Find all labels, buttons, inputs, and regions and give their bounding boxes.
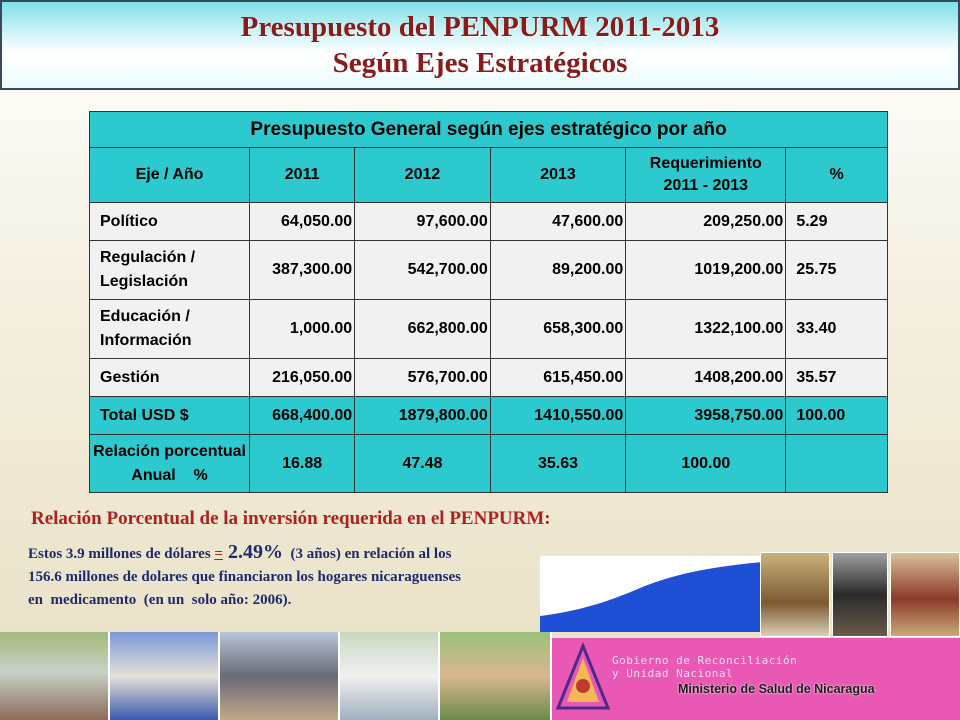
cell-requerimiento: 1408,200.00 bbox=[625, 358, 787, 397]
row-label-line2: Información bbox=[100, 332, 192, 349]
cell-requerimiento: 1019,200.00 bbox=[625, 240, 787, 300]
cell-2013: 47,600.00 bbox=[489, 202, 627, 241]
cell-percent: 5.29 bbox=[785, 202, 888, 241]
relation-label-line1: Relación porcentual bbox=[93, 442, 246, 460]
equals-sign: = bbox=[214, 546, 223, 562]
total-requerimiento: 3958,750.00 bbox=[625, 396, 787, 435]
row-label-line1: Regulación / bbox=[100, 249, 196, 266]
relation-line-3: en medicamento (en un solo año: 2006). bbox=[28, 592, 292, 608]
portraits-image bbox=[760, 552, 960, 637]
government-line-2: y Unidad Nacional bbox=[612, 667, 734, 680]
total-2012: 1879,800.00 bbox=[354, 396, 491, 435]
cell-2012: 576,700.00 bbox=[354, 358, 491, 397]
row-label: Regulación / Legislación bbox=[88, 240, 251, 300]
cell-requerimiento: 209,250.00 bbox=[625, 202, 787, 241]
header-requerimiento-line1: Requerimiento bbox=[649, 155, 762, 172]
growth-chart-image bbox=[540, 556, 762, 632]
header-2011: 2011 bbox=[249, 147, 356, 203]
table-caption: Presupuesto General según ejes estratégi… bbox=[89, 111, 888, 148]
government-line-1: Gobierno de Reconciliación bbox=[612, 654, 798, 667]
total-label: Total USD $ bbox=[88, 396, 251, 435]
budget-table: Presupuesto General según ejes estratégi… bbox=[88, 111, 888, 493]
row-label: Político bbox=[88, 202, 251, 241]
title-banner: Presupuesto del PENPURM 2011-2013 Según … bbox=[0, 0, 960, 90]
cell-2011: 216,050.00 bbox=[249, 358, 356, 397]
cell-percent: 35.57 bbox=[785, 358, 888, 397]
total-2011: 668,400.00 bbox=[249, 396, 356, 435]
cell-2012: 662,800.00 bbox=[354, 299, 491, 359]
relation-2011: 16.88 bbox=[249, 434, 356, 493]
table-row: Político 64,050.00 97,600.00 47,600.00 2… bbox=[88, 202, 888, 241]
relation-line-1-b: (3 años) en relación al los bbox=[282, 546, 452, 562]
cell-2013: 615,450.00 bbox=[489, 358, 627, 397]
table-row: Gestión 216,050.00 576,700.00 615,450.00… bbox=[88, 358, 888, 397]
relation-paragraph: Estos 3.9 millones de dólares = 2.49% (3… bbox=[28, 541, 668, 612]
total-2013: 1410,550.00 bbox=[489, 396, 627, 435]
total-row: Total USD $ 668,400.00 1879,800.00 1410,… bbox=[88, 396, 888, 435]
cell-2011: 1,000.00 bbox=[249, 299, 356, 359]
percent-highlight: 2.49% bbox=[222, 541, 283, 563]
relation-requerimiento: 100.00 bbox=[625, 434, 787, 493]
relation-line-1: Estos 3.9 millones de dólares = 2.49% (3… bbox=[28, 541, 668, 566]
header-2013: 2013 bbox=[489, 147, 627, 203]
cell-requerimiento: 1322,100.00 bbox=[625, 299, 787, 359]
header-percent: % bbox=[785, 147, 888, 203]
table-row: Regulación / Legislación 387,300.00 542,… bbox=[88, 240, 888, 300]
title-line-1: Presupuesto del PENPURM 2011-2013 bbox=[240, 11, 720, 43]
cell-percent: 33.40 bbox=[785, 299, 888, 359]
row-label-line2: Legislación bbox=[100, 273, 189, 290]
total-percent: 100.00 bbox=[785, 396, 888, 435]
cell-2012: 97,600.00 bbox=[354, 202, 491, 241]
cell-2011: 64,050.00 bbox=[249, 202, 356, 241]
header-requerimiento-line2: 2011 - 2013 bbox=[663, 177, 749, 194]
title-line-2: Según Ejes Estratégicos bbox=[332, 47, 628, 79]
triangle-emblem-icon bbox=[555, 642, 611, 710]
relation-row: Relación porcentual Anual % 16.88 47.48 … bbox=[88, 434, 888, 493]
relation-heading: Relación Porcentual de la inversión requ… bbox=[31, 508, 551, 529]
header-eje: Eje / Año bbox=[88, 147, 251, 203]
table-header-row: Eje / Año 2011 2012 2013 Requerimiento 2… bbox=[88, 147, 888, 203]
relation-2012: 47.48 bbox=[354, 434, 491, 493]
relation-2013: 35.63 bbox=[489, 434, 627, 493]
header-requerimiento: Requerimiento 2011 - 2013 bbox=[625, 147, 787, 203]
cell-2012: 542,700.00 bbox=[354, 240, 491, 300]
row-label: Gestión bbox=[88, 358, 251, 397]
cell-2013: 658,300.00 bbox=[489, 299, 627, 359]
relation-label: Relación porcentual Anual % bbox=[88, 434, 251, 493]
row-label-line1: Educación / bbox=[100, 308, 190, 325]
relation-line-1-a: Estos 3.9 millones de dólares bbox=[28, 546, 215, 562]
relation-percent bbox=[785, 434, 888, 493]
table-caption-row: Presupuesto General según ejes estratégi… bbox=[89, 111, 888, 148]
row-label: Educación / Información bbox=[88, 299, 251, 359]
ministry-label: Ministerio de Salud de Nicaragua bbox=[678, 682, 875, 696]
government-logo-box bbox=[552, 638, 960, 720]
row-label-line1: Gestión bbox=[100, 368, 160, 386]
cell-2013: 89,200.00 bbox=[489, 240, 627, 300]
cell-percent: 25.75 bbox=[785, 240, 888, 300]
health-photos-strip bbox=[0, 632, 552, 720]
row-label-line1: Político bbox=[100, 212, 158, 230]
relation-label-line2: Anual % bbox=[131, 466, 208, 484]
header-2012: 2012 bbox=[354, 147, 491, 203]
relation-line-2: 156.6 millones de dolares que financiaro… bbox=[28, 569, 461, 585]
cell-2011: 387,300.00 bbox=[249, 240, 356, 300]
table-row: Educación / Información 1,000.00 662,800… bbox=[88, 299, 888, 359]
